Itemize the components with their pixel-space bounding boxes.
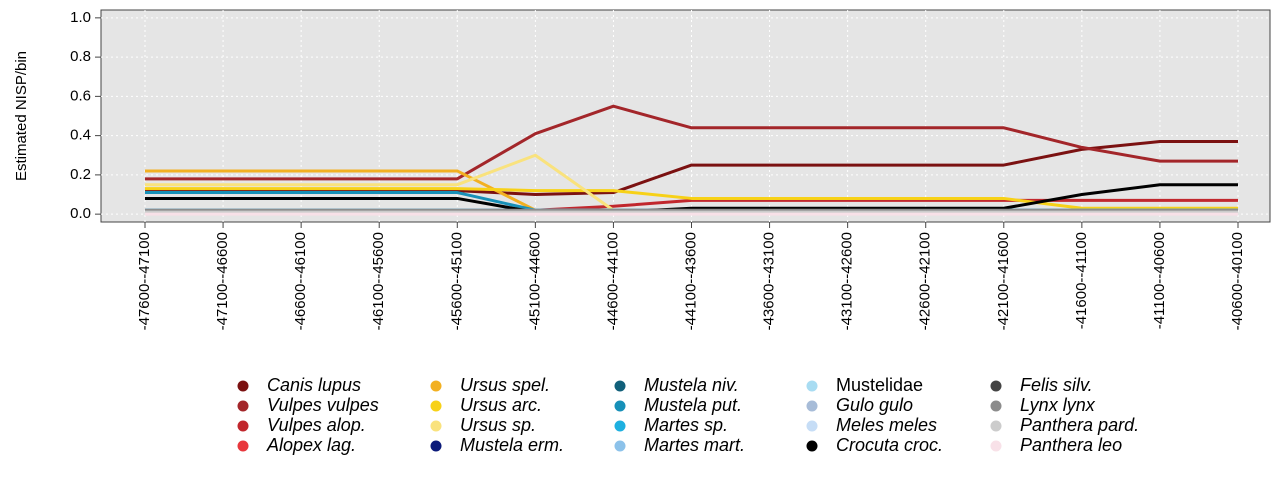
- legend-marker: [430, 420, 442, 432]
- x-tick-label: -42100--41600: [995, 232, 1012, 330]
- legend-label: Vulpes alop.: [267, 415, 366, 435]
- legend-marker: [614, 380, 626, 392]
- legend-label: Ursus spel.: [460, 375, 550, 395]
- legend-label: Panthera leo: [1020, 435, 1122, 455]
- x-tick-label: -44600--44100: [604, 232, 621, 330]
- legend-label: Ursus sp.: [460, 415, 536, 435]
- legend-label: Canis lupus: [267, 375, 361, 395]
- legend-marker: [237, 420, 249, 432]
- legend-label: Alopex lag.: [266, 435, 356, 455]
- series-line: [145, 104, 1238, 181]
- series-line: [145, 140, 1238, 197]
- x-tick-label: -44100--43600: [682, 232, 699, 330]
- legend-marker: [237, 380, 249, 392]
- legend-label: Martes sp.: [644, 415, 728, 435]
- legend-label: Vulpes vulpes: [267, 395, 379, 415]
- x-tick-label: -43100--42600: [839, 232, 856, 330]
- legend-marker: [237, 440, 249, 452]
- legend-marker: [990, 400, 1002, 412]
- legend-label: Crocuta croc.: [836, 435, 943, 455]
- series-line: [145, 187, 1238, 210]
- legend-marker: [806, 420, 818, 432]
- legend-marker: [990, 420, 1002, 432]
- plot-area: [100, 9, 1271, 223]
- x-tick-label: -42600--42100: [917, 232, 934, 330]
- legend-label: Ursus arc.: [460, 395, 542, 415]
- y-tick-label: 0.4: [70, 127, 91, 144]
- legend-label: Panthera pard.: [1020, 415, 1139, 435]
- legend-label: Mustela niv.: [644, 375, 739, 395]
- legend-label: Mustelidae: [836, 375, 923, 395]
- x-tick-label: -43600--43100: [761, 232, 778, 330]
- y-tick-label: 0.0: [70, 205, 91, 222]
- x-tick-label: -46600--46100: [292, 232, 309, 330]
- legend-label: Mustela erm.: [460, 435, 564, 455]
- legend-marker: [990, 380, 1002, 392]
- legend-marker: [614, 440, 626, 452]
- x-tick-label: -47100--46600: [214, 232, 231, 330]
- legend-marker: [430, 380, 442, 392]
- legend-marker: [806, 440, 818, 452]
- x-tick-label: -47600--47100: [136, 232, 153, 330]
- legend-label: Mustela put.: [644, 395, 742, 415]
- x-tick-label: -40600--40100: [1229, 232, 1246, 330]
- x-tick-label: -45600--45100: [448, 232, 465, 330]
- legend-marker: [806, 400, 818, 412]
- y-axis-label: Estimated NISP/bin: [13, 51, 30, 181]
- legend-marker: [430, 440, 442, 452]
- y-tick-label: 0.8: [70, 48, 91, 65]
- x-tick-label: -46100--45600: [370, 232, 387, 330]
- legend-marker: [614, 420, 626, 432]
- legend-label: Gulo gulo: [836, 395, 913, 415]
- legend-marker: [237, 400, 249, 412]
- legend-label: Meles meles: [836, 415, 937, 435]
- x-tick-label: -45100--44600: [526, 232, 543, 330]
- legend-marker: [614, 400, 626, 412]
- x-tick-label: -41100--40600: [1151, 232, 1168, 329]
- legend-marker: [430, 400, 442, 412]
- legend-marker: [990, 440, 1002, 452]
- legend-label: Martes mart.: [644, 435, 745, 455]
- series-line: [145, 183, 1238, 214]
- y-tick-label: 1.0: [70, 9, 91, 26]
- legend-marker: [806, 380, 818, 392]
- legend-label: Lynx lynx: [1020, 395, 1096, 415]
- y-tick-label: 0.2: [70, 166, 91, 183]
- x-tick-label: -41600--41100: [1073, 232, 1090, 329]
- legend-label: Felis silv.: [1020, 375, 1093, 395]
- y-tick-label: 0.6: [70, 87, 91, 104]
